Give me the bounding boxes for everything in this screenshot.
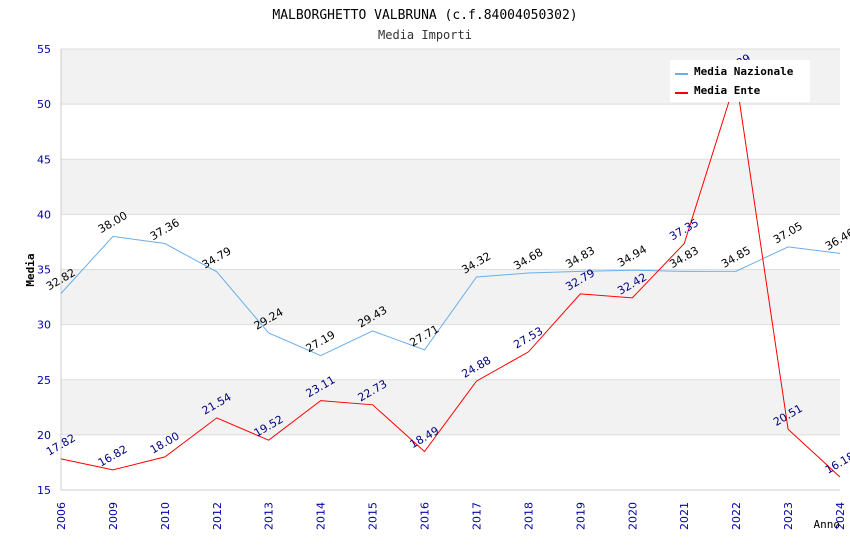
legend-box [670,60,810,102]
x-tick-label: 2021 [678,502,691,530]
series-line-media-ente [60,78,841,478]
grid-band [61,159,840,215]
x-tick-label: 2017 [470,502,483,530]
grid-band [61,434,840,490]
y-tick-label: 50 [37,98,51,111]
x-tick-label: 2015 [367,502,380,530]
x-tick-label: 2019 [574,502,587,530]
chart-title: MALBORGHETTO VALBRUNA (c.f.84004050302) [272,8,577,23]
grid-band [61,324,840,380]
x-tick-label: 2006 [55,502,68,530]
y-axis-label: Media [24,253,37,286]
grid-band [61,269,840,325]
legend-label-media-ente: Media Ente [694,84,761,97]
grid-band [61,104,840,160]
y-tick-label: 35 [37,264,51,277]
x-tick-label: 2023 [782,502,795,530]
grid-band [61,379,840,435]
series-line-media-nazionale [60,235,841,357]
y-tick-label: 45 [37,153,51,166]
x-tick-label: 2014 [315,502,328,530]
y-tick-label: 40 [37,208,51,221]
x-tick-label: 2012 [211,502,224,530]
legend: Media Nazionale Media Ente [670,60,810,102]
y-tick-label: 55 [37,43,51,56]
legend-label-media-nazionale: Media Nazionale [694,65,794,78]
x-tick-label: 2010 [159,502,172,530]
y-tick-label: 20 [37,429,51,442]
y-tick-label: 15 [37,484,51,497]
y-tick-label: 25 [37,374,51,387]
x-tick-label: 2013 [263,502,276,530]
x-tick-label: 2009 [107,502,120,530]
x-axis-label: Anno [814,518,841,531]
x-tick-label: 2020 [626,502,639,530]
grid-band [61,214,840,270]
y-tick-label: 30 [37,319,51,332]
x-tick-label: 2022 [730,502,743,530]
chart-subtitle: Media Importi [378,28,472,42]
x-tick-label: 2024 [834,502,847,530]
x-tick-label: 2016 [419,502,432,530]
x-tick-label: 2018 [522,502,535,530]
